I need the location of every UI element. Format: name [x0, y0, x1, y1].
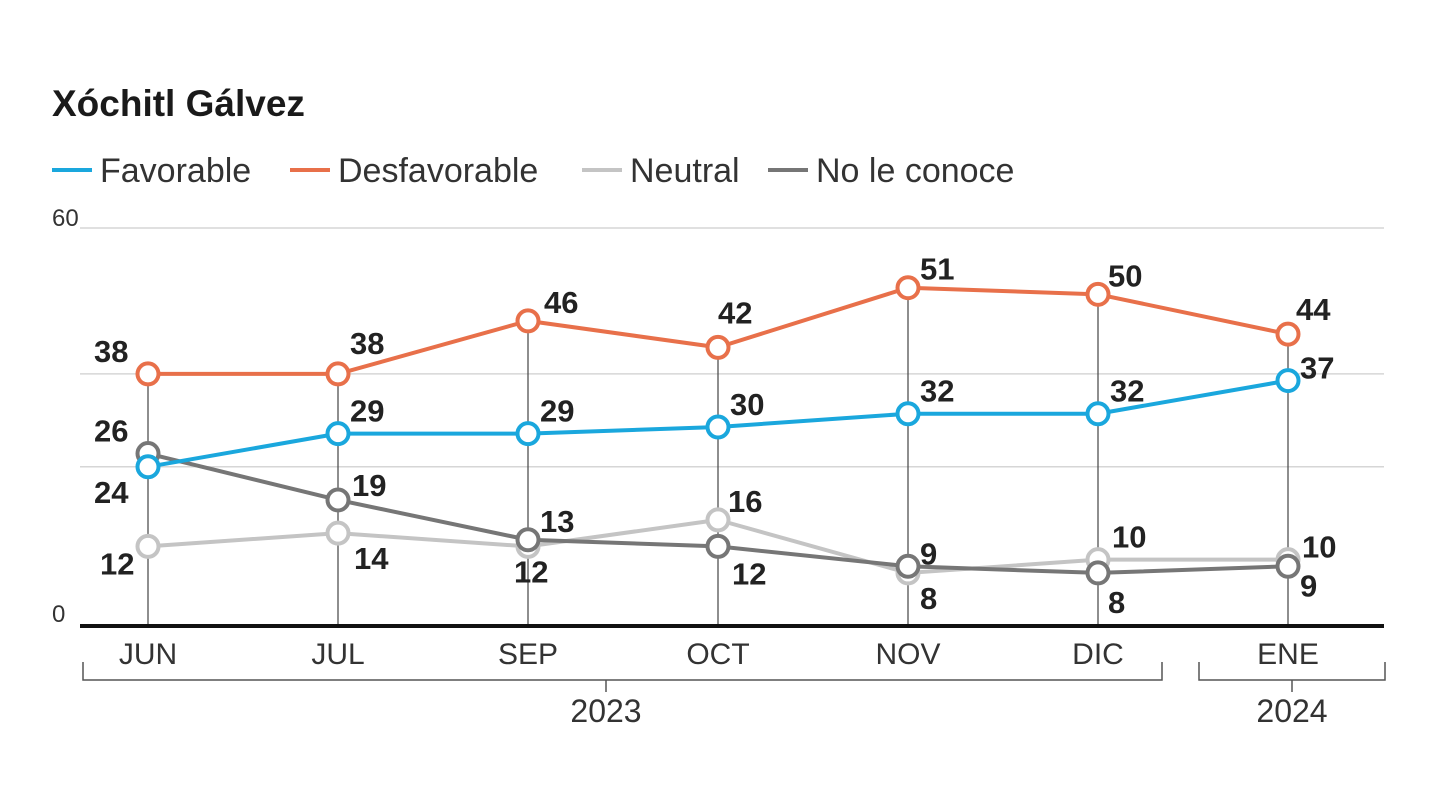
- data-point: [1085, 560, 1111, 586]
- data-point: [1275, 321, 1301, 347]
- data-point: [705, 334, 731, 360]
- legend-label-0: Favorable: [100, 152, 251, 190]
- value-label: 38: [350, 326, 384, 361]
- value-label: 13: [540, 504, 574, 539]
- value-label: 46: [544, 285, 578, 320]
- x-tick-label: NOV: [875, 638, 940, 671]
- data-point: [1085, 401, 1111, 427]
- value-label: 44: [1296, 292, 1331, 327]
- value-label: 24: [94, 475, 129, 510]
- value-label: 9: [920, 536, 937, 571]
- y-tick-label: 60: [52, 205, 79, 232]
- data-point: [135, 533, 161, 559]
- value-label: 50: [1108, 258, 1142, 293]
- value-label: 8: [1108, 585, 1125, 620]
- x-tick-label: ENE: [1257, 638, 1319, 671]
- x-tick-label: JUL: [311, 638, 364, 671]
- series-points: [135, 275, 1301, 586]
- data-point: [325, 421, 351, 447]
- x-tick-label: SEP: [498, 638, 558, 671]
- x-axis: JUN JUL SEP OCT NOV DIC ENE 2023 2024: [80, 624, 1386, 729]
- value-label: 51: [920, 252, 954, 287]
- x-tick-label: JUN: [119, 638, 177, 671]
- value-label: 29: [540, 394, 574, 429]
- value-label: 16: [728, 484, 762, 519]
- legend-label-2: Neutral: [630, 152, 740, 190]
- data-point: [515, 421, 541, 447]
- value-label: 10: [1112, 520, 1146, 555]
- legend-label-1: Desfavorable: [338, 152, 538, 190]
- y-tick-label: 0: [52, 601, 65, 628]
- value-labels: 24 29 29 30 32 32 37 38 38 46 42 51 50 44 12 14 12 16 8 10 1…: [94, 252, 1336, 620]
- value-label: 37: [1300, 351, 1334, 386]
- data-point: [515, 308, 541, 334]
- value-label: 32: [1110, 374, 1144, 409]
- value-label: 14: [354, 541, 389, 576]
- data-point: [705, 533, 731, 559]
- x-tick-label: OCT: [686, 638, 749, 671]
- y-axis: 0 60: [52, 205, 79, 628]
- value-label: 19: [352, 468, 386, 503]
- data-point: [135, 361, 161, 387]
- value-label: 12: [100, 546, 134, 581]
- value-label: 8: [920, 581, 937, 616]
- x-tick-label: DIC: [1072, 638, 1124, 671]
- value-label: 29: [350, 394, 384, 429]
- data-point: [515, 527, 541, 553]
- value-label: 38: [94, 334, 128, 369]
- value-label: 10: [1302, 530, 1336, 565]
- data-point: [325, 520, 351, 546]
- data-point: [895, 553, 921, 579]
- year-label: 2024: [1256, 693, 1327, 729]
- data-point: [1275, 368, 1301, 394]
- value-label: 42: [718, 295, 752, 330]
- value-label: 12: [514, 554, 548, 589]
- chart-title: Xóchitl Gálvez: [52, 83, 305, 124]
- data-point: [325, 487, 351, 513]
- legend: Favorable Desfavorable Neutral No le conoce: [52, 152, 1014, 190]
- data-point: [1085, 281, 1111, 307]
- data-point: [135, 454, 161, 480]
- legend-label-3: No le conoce: [816, 152, 1014, 190]
- data-point: [895, 401, 921, 427]
- grid: [80, 227, 1384, 468]
- data-point: [325, 361, 351, 387]
- data-point: [705, 507, 731, 533]
- value-label: 9: [1300, 568, 1317, 603]
- value-label: 12: [732, 556, 766, 591]
- data-point: [705, 414, 731, 440]
- year-bracket-0: [82, 662, 1163, 681]
- value-label: 26: [94, 414, 128, 449]
- year-label: 2023: [570, 693, 641, 729]
- data-point: [1275, 553, 1301, 579]
- value-label: 32: [920, 374, 954, 409]
- data-point: [895, 275, 921, 301]
- value-label: 30: [730, 387, 764, 422]
